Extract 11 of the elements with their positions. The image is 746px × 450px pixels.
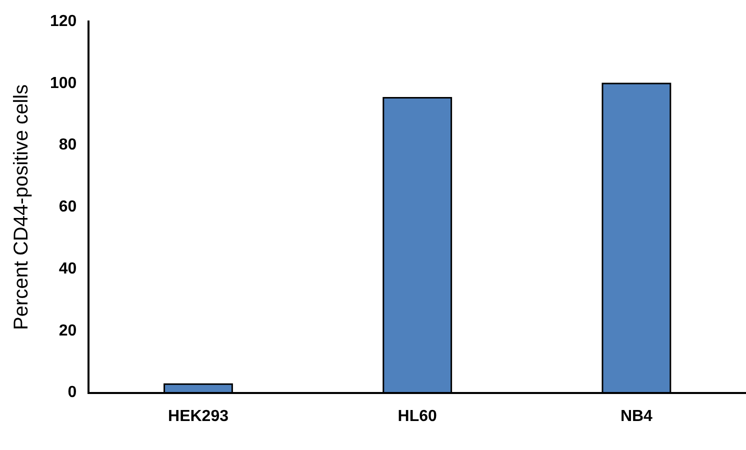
y-tick-label: 120 (50, 13, 77, 30)
y-axis-title: Percent CD44-positive cells (10, 84, 33, 330)
y-tick-label: 40 (58, 260, 77, 278)
y-tick-label: 20 (58, 322, 77, 340)
y-tick-label: 100 (50, 74, 77, 92)
y-tick-label: 60 (58, 198, 77, 216)
x-tick-label: HL60 (398, 408, 438, 425)
x-tick-label: NB4 (620, 408, 653, 425)
y-tick-label: 0 (68, 384, 77, 402)
y-tick-label: 80 (58, 136, 77, 154)
x-tick-label: HEK293 (168, 408, 229, 425)
